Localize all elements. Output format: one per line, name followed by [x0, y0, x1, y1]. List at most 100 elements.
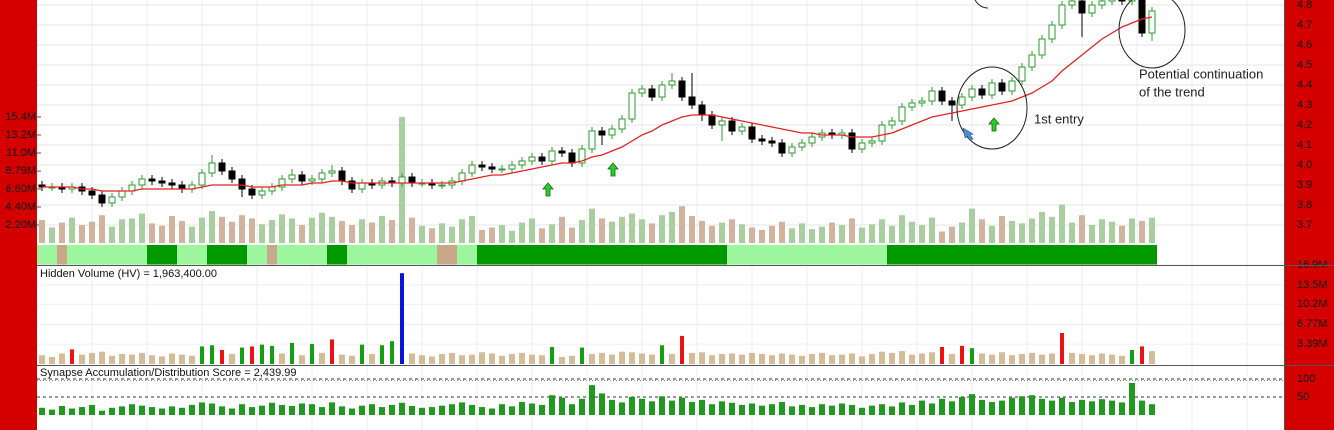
candle-body [608, 128, 616, 136]
score-bar [949, 401, 955, 415]
candle-body [1128, 0, 1136, 2]
candle-body [528, 156, 536, 162]
y-tick-label: 4.2 [1297, 119, 1312, 131]
arrow [607, 162, 619, 177]
y-tick-label: 4.8 [1297, 0, 1312, 11]
score-bar [919, 400, 925, 415]
hv-bar [380, 345, 384, 364]
score-bar [539, 404, 545, 415]
score-bar [679, 397, 685, 415]
signal-segment [457, 245, 477, 265]
hv-bar [580, 347, 584, 364]
volume-bar [1099, 219, 1105, 243]
volume-bar [859, 227, 865, 243]
hv-tick-label: 13.5M [1297, 279, 1328, 291]
hv-bar [99, 351, 105, 364]
volume-bar [1139, 220, 1145, 243]
score-bar [389, 404, 395, 415]
hv-bar [779, 353, 785, 364]
volume-bar [219, 216, 225, 243]
candle-body [938, 90, 946, 102]
hv-bar [1130, 349, 1134, 364]
hv-bar [59, 353, 65, 364]
score-bar [379, 407, 385, 415]
hv-bar [1099, 353, 1105, 364]
volume-bar [209, 211, 215, 243]
hv-tick-label: 10.2M [1297, 298, 1328, 310]
hv-bar [1140, 346, 1144, 364]
signal-segment [37, 245, 57, 265]
hv-bar [260, 344, 264, 364]
score-bar [689, 402, 695, 415]
hv-bar [809, 354, 815, 364]
volume-bar [229, 221, 235, 243]
score-bar [1069, 402, 1075, 415]
candle-body [98, 194, 106, 204]
candle-body [618, 118, 626, 130]
volume-bar [589, 208, 595, 243]
score-bar [889, 406, 895, 415]
candle-body [138, 178, 146, 186]
hv-bar [189, 355, 195, 364]
score-bar [1079, 399, 1085, 415]
score-bar [969, 394, 975, 415]
volume-bar [279, 214, 285, 243]
candle-body [778, 142, 786, 154]
volume-bar [1029, 218, 1035, 243]
volume-bar [379, 216, 385, 243]
volume-bar [729, 219, 735, 243]
score-bar [819, 404, 825, 415]
candle-body [1028, 54, 1036, 68]
score-bar [959, 397, 965, 415]
score-title: Synapse Accumulation/Distribution Score … [40, 367, 297, 379]
candle-body [308, 178, 316, 182]
hv-bar [89, 352, 95, 364]
hv-tick-label: 16.9M [1297, 259, 1328, 271]
candle-body [1098, 0, 1106, 6]
signal-segment [887, 245, 1157, 265]
candle-body [198, 172, 206, 186]
score-bar [249, 407, 255, 415]
score-bar [749, 403, 755, 415]
score-bar [549, 395, 555, 415]
candle-body [678, 80, 686, 98]
volume-bar [199, 217, 205, 243]
volume-bar [469, 216, 475, 243]
score-bar [429, 407, 435, 415]
hv-bar [1060, 332, 1064, 364]
y-tick-label: 4.0 [1297, 159, 1312, 171]
candle-body [478, 164, 486, 168]
score-bar [899, 402, 905, 415]
score-bar [289, 406, 295, 415]
hv-bar [479, 352, 485, 364]
hv-bar [879, 351, 885, 364]
volume-bar [579, 220, 585, 243]
volume-bar [289, 218, 295, 243]
volume-bar [879, 219, 885, 243]
y-tick-label: 3.7 [1297, 219, 1312, 231]
hv-bar [279, 353, 285, 364]
score-bar [459, 402, 465, 415]
moving-average [42, 16, 1153, 192]
score-bar [39, 407, 45, 415]
hv-bar [899, 351, 905, 364]
candle-body [508, 164, 516, 170]
score-bar [659, 396, 665, 415]
volume-bar [959, 222, 965, 243]
candle-body [538, 156, 546, 162]
score-bar [229, 408, 235, 415]
score-bar [479, 407, 485, 415]
volume-bar [1129, 218, 1135, 243]
candle-body [598, 130, 606, 136]
score-bar [629, 397, 635, 415]
hv-bar [210, 345, 214, 364]
score-bar [1089, 401, 1095, 415]
candle-body [1068, 0, 1076, 6]
volume-bar [929, 217, 935, 243]
score-tick-label: 100 [1297, 373, 1315, 385]
hv-bar [660, 345, 664, 364]
score-bar [849, 404, 855, 415]
hv-bar [330, 339, 334, 364]
score-bar [1039, 398, 1045, 415]
signal-segment [477, 245, 727, 265]
